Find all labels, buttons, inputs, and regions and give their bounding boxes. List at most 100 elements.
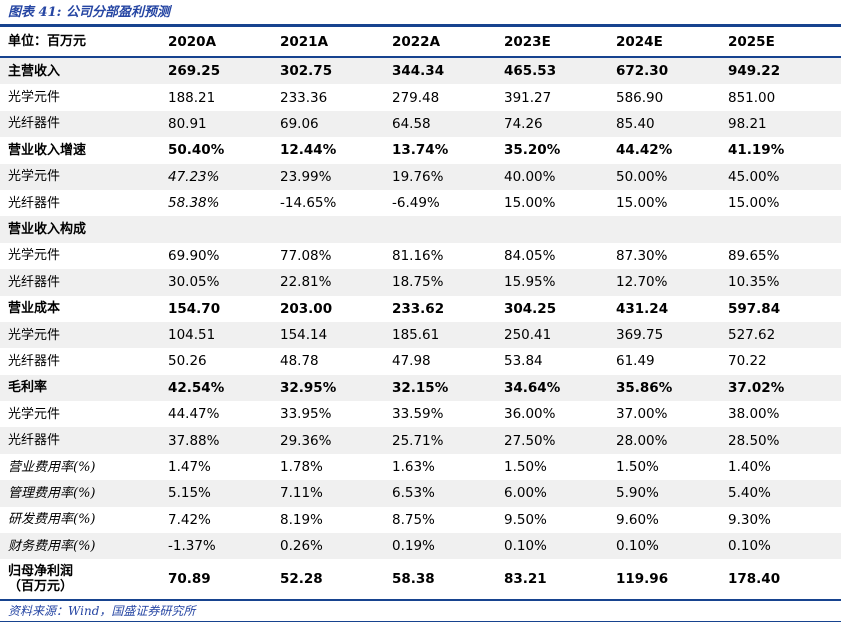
cell: 1.47% <box>168 459 211 476</box>
cell: 188.21 <box>168 89 216 106</box>
cell: 1.50% <box>616 459 659 476</box>
figure-title: 图表 41: 公司分部盈利预测 <box>8 5 170 20</box>
cell: 28.50% <box>728 432 780 449</box>
cell: 53.84 <box>504 353 543 370</box>
table-row: 光纤器件 50.26 48.78 47.98 53.84 61.49 70.22 <box>0 348 841 374</box>
cell: 61.49 <box>616 353 655 370</box>
cell: 0.19% <box>392 538 435 555</box>
cell: 58.38% <box>168 195 220 212</box>
row-label: 光学元件 <box>8 169 61 185</box>
cell: 304.25 <box>504 300 557 317</box>
table-row: 光纤器件 30.05% 22.81% 18.75% 15.95% 12.70% 10.35… <box>0 269 841 296</box>
cell: 9.50% <box>504 511 547 528</box>
cell: 233.62 <box>392 300 445 317</box>
cell: 47.98 <box>392 353 431 370</box>
cell: 5.40% <box>728 485 771 502</box>
cell: 302.75 <box>280 63 333 80</box>
cell: 33.59% <box>392 406 444 423</box>
cell: 949.22 <box>728 63 781 80</box>
row-label: 管理费用率(%) <box>8 485 96 501</box>
cell: 40.00% <box>504 168 556 185</box>
cell: 85.40 <box>616 115 655 132</box>
table-row: 光学元件 47.23% 23.99% 19.76% 40.00% 50.00% 45.00… <box>0 163 841 190</box>
cell: 15.00% <box>728 195 780 212</box>
cell: 9.30% <box>728 511 771 528</box>
cell: 15.00% <box>616 195 668 212</box>
cell: 672.30 <box>616 63 669 80</box>
cell: 29.36% <box>280 432 332 449</box>
forecast-table: 单位：百万元 2020A 2021A 2022A 2023E 2024E 202… <box>0 24 841 602</box>
table-header-row: 单位：百万元 2020A 2021A 2022A 2023E 2024E 202… <box>0 27 841 58</box>
cell: 6.53% <box>392 485 435 502</box>
cell: 7.11% <box>280 485 323 502</box>
row-label: 财务费用率(%) <box>8 538 96 554</box>
cell: 30.05% <box>168 274 220 291</box>
cell: 5.15% <box>168 485 211 502</box>
cell: 37.88% <box>168 432 220 449</box>
table-row: 营业费用率(%) 1.47% 1.78% 1.63% 1.50% 1.50% 1.40% <box>0 454 841 480</box>
cell: 18.75% <box>392 274 444 291</box>
table-row: 财务费用率(%) -1.37% 0.26% 0.19% 0.10% 0.10% 0.10% <box>0 533 841 560</box>
row-label: 营业收入增速 <box>8 142 87 158</box>
table-row: 营业收入构成 <box>0 216 841 243</box>
cell: -14.65% <box>280 195 337 212</box>
cell: 87.30% <box>616 247 668 264</box>
cell: 527.62 <box>728 327 776 344</box>
cell: 64.58 <box>392 115 431 132</box>
cell: 369.75 <box>616 327 664 344</box>
cell: 1.63% <box>392 459 435 476</box>
cell: 50.26 <box>168 353 207 370</box>
cell: 70.89 <box>168 571 211 588</box>
cell: 35.86% <box>616 379 673 396</box>
cell: 269.25 <box>168 63 221 80</box>
cell: 10.35% <box>728 274 780 291</box>
cell: 0.26% <box>280 538 323 555</box>
cell: -6.49% <box>392 195 440 212</box>
cell: 851.00 <box>728 89 776 106</box>
table-row: 光学元件 44.47% 33.95% 33.59% 36.00% 37.00% 38.00… <box>0 401 841 427</box>
cell: 6.00% <box>504 485 547 502</box>
cell: 44.47% <box>168 406 220 423</box>
cell: 89.65% <box>728 247 780 264</box>
cell: 9.60% <box>616 511 659 528</box>
row-label: 归母净利润 （百万元） <box>8 564 74 595</box>
cell: 12.44% <box>280 142 337 159</box>
row-label: 光纤器件 <box>8 353 61 369</box>
row-label: 研发费用率(%) <box>8 512 96 528</box>
cell: 80.91 <box>168 115 207 132</box>
row-label: 光纤器件 <box>8 274 61 290</box>
cell: 154.14 <box>280 327 328 344</box>
cell: 279.48 <box>392 89 440 106</box>
cell: 58.38 <box>392 571 435 588</box>
table-body: 主营收入 269.25 302.75 344.34 465.53 672.30 949.2… <box>0 58 841 602</box>
cell: 8.19% <box>280 511 323 528</box>
row-label: 光学元件 <box>8 406 61 422</box>
cell: 0.10% <box>616 538 659 555</box>
cell: 35.20% <box>504 142 561 159</box>
row-label: 营业收入构成 <box>8 222 87 238</box>
cell: 36.00% <box>504 406 556 423</box>
table-row: 研发费用率(%) 7.42% 8.19% 8.75% 9.50% 9.60% 9.30% <box>0 507 841 533</box>
row-label: 光学元件 <box>8 90 61 106</box>
column-header-2020A: 2020A <box>168 33 217 50</box>
table-row: 营业收入增速 50.40% 12.44% 13.74% 35.20% 44.42% 41.… <box>0 137 841 163</box>
cell: 233.36 <box>280 89 328 106</box>
table-row: 光纤器件 37.88% 29.36% 25.71% 27.50% 28.00% 28.50… <box>0 427 841 454</box>
cell: 178.40 <box>728 571 781 588</box>
cell: 77.08% <box>280 247 332 264</box>
row-label: 光纤器件 <box>8 433 61 449</box>
cell: 119.96 <box>616 571 669 588</box>
row-label: 主营收入 <box>8 63 61 79</box>
cell: 47.23% <box>168 168 220 185</box>
cell: 7.42% <box>168 511 211 528</box>
cell: 12.70% <box>616 274 668 291</box>
cell: -1.37% <box>168 538 216 555</box>
table-row: 光纤器件 58.38% -14.65% -6.49% 15.00% 15.00% 15.0… <box>0 190 841 216</box>
cell: 23.99% <box>280 168 332 185</box>
cell: 50.00% <box>616 168 668 185</box>
column-header-2024E: 2024E <box>616 33 663 50</box>
row-label: 光学元件 <box>8 248 61 264</box>
cell: 586.90 <box>616 89 664 106</box>
table-row: 管理费用率(%) 5.15% 7.11% 6.53% 6.00% 5.90% 5.40% <box>0 480 841 507</box>
